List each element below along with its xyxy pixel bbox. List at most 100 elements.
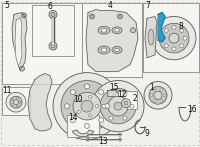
Circle shape xyxy=(70,118,75,123)
Circle shape xyxy=(104,104,110,109)
Bar xyxy=(2,87,30,115)
Ellipse shape xyxy=(112,27,122,34)
Circle shape xyxy=(84,84,90,89)
Circle shape xyxy=(84,123,90,128)
Circle shape xyxy=(153,88,156,91)
Circle shape xyxy=(124,101,128,105)
Circle shape xyxy=(130,104,134,108)
Bar xyxy=(82,3,142,77)
Text: 2: 2 xyxy=(133,94,137,103)
Circle shape xyxy=(12,103,14,106)
Circle shape xyxy=(14,100,18,105)
Ellipse shape xyxy=(148,29,154,45)
Circle shape xyxy=(109,116,113,120)
Circle shape xyxy=(109,92,113,96)
Circle shape xyxy=(86,133,90,136)
Circle shape xyxy=(81,100,93,112)
Ellipse shape xyxy=(114,29,120,32)
Circle shape xyxy=(164,44,168,48)
Circle shape xyxy=(108,92,112,95)
Text: 15: 15 xyxy=(109,83,119,92)
Circle shape xyxy=(172,47,176,51)
Text: 11: 11 xyxy=(2,86,12,95)
Circle shape xyxy=(49,42,57,50)
Circle shape xyxy=(73,92,101,120)
Polygon shape xyxy=(15,17,22,65)
Polygon shape xyxy=(72,130,94,137)
Text: 1: 1 xyxy=(150,83,154,92)
Circle shape xyxy=(90,14,95,19)
Circle shape xyxy=(53,73,121,140)
Circle shape xyxy=(100,88,136,124)
Circle shape xyxy=(91,15,93,17)
Circle shape xyxy=(123,92,127,96)
Bar xyxy=(143,3,199,72)
Circle shape xyxy=(164,29,168,32)
Circle shape xyxy=(152,16,196,60)
Circle shape xyxy=(118,133,122,136)
Polygon shape xyxy=(107,90,118,96)
Circle shape xyxy=(130,28,136,33)
Circle shape xyxy=(16,97,18,99)
Bar xyxy=(2,3,82,85)
Circle shape xyxy=(99,118,104,123)
Circle shape xyxy=(77,110,80,113)
Circle shape xyxy=(161,36,165,40)
Ellipse shape xyxy=(112,46,122,53)
Circle shape xyxy=(114,102,122,110)
Text: 5: 5 xyxy=(5,1,9,10)
Text: 6: 6 xyxy=(48,2,52,11)
Circle shape xyxy=(180,44,184,48)
Circle shape xyxy=(160,88,163,91)
Circle shape xyxy=(118,14,122,19)
Text: 10: 10 xyxy=(73,95,83,104)
Ellipse shape xyxy=(114,48,120,52)
Circle shape xyxy=(6,92,26,112)
Circle shape xyxy=(154,91,162,99)
Circle shape xyxy=(96,105,98,108)
Circle shape xyxy=(77,99,80,102)
Text: 8: 8 xyxy=(179,22,183,31)
Text: 9: 9 xyxy=(145,129,149,138)
Circle shape xyxy=(51,44,55,48)
Ellipse shape xyxy=(101,28,107,32)
Circle shape xyxy=(108,96,128,116)
Text: 14: 14 xyxy=(68,113,78,122)
Circle shape xyxy=(150,94,153,97)
Ellipse shape xyxy=(98,26,110,34)
Circle shape xyxy=(99,90,104,95)
Circle shape xyxy=(183,36,187,40)
Circle shape xyxy=(160,100,163,102)
Circle shape xyxy=(149,86,167,104)
Circle shape xyxy=(122,99,130,108)
Circle shape xyxy=(86,138,90,141)
Circle shape xyxy=(22,13,26,18)
Circle shape xyxy=(102,104,106,108)
Bar xyxy=(67,115,99,137)
Bar xyxy=(115,91,137,109)
Circle shape xyxy=(23,14,25,16)
Circle shape xyxy=(19,101,21,103)
Circle shape xyxy=(16,105,18,107)
Circle shape xyxy=(159,23,189,53)
Circle shape xyxy=(20,66,24,71)
Ellipse shape xyxy=(101,48,107,52)
Circle shape xyxy=(64,104,70,109)
Text: 13: 13 xyxy=(98,137,108,146)
Circle shape xyxy=(10,96,22,108)
Circle shape xyxy=(163,94,166,97)
Circle shape xyxy=(144,81,172,109)
Circle shape xyxy=(118,138,122,141)
Circle shape xyxy=(70,90,75,95)
Circle shape xyxy=(89,95,92,98)
Bar xyxy=(32,5,74,56)
Circle shape xyxy=(89,114,92,117)
Circle shape xyxy=(169,33,179,43)
Circle shape xyxy=(92,81,144,132)
Text: 7: 7 xyxy=(146,1,150,10)
Polygon shape xyxy=(28,74,52,131)
Circle shape xyxy=(153,100,156,102)
Circle shape xyxy=(119,15,121,17)
Polygon shape xyxy=(158,12,165,42)
Circle shape xyxy=(61,81,113,132)
